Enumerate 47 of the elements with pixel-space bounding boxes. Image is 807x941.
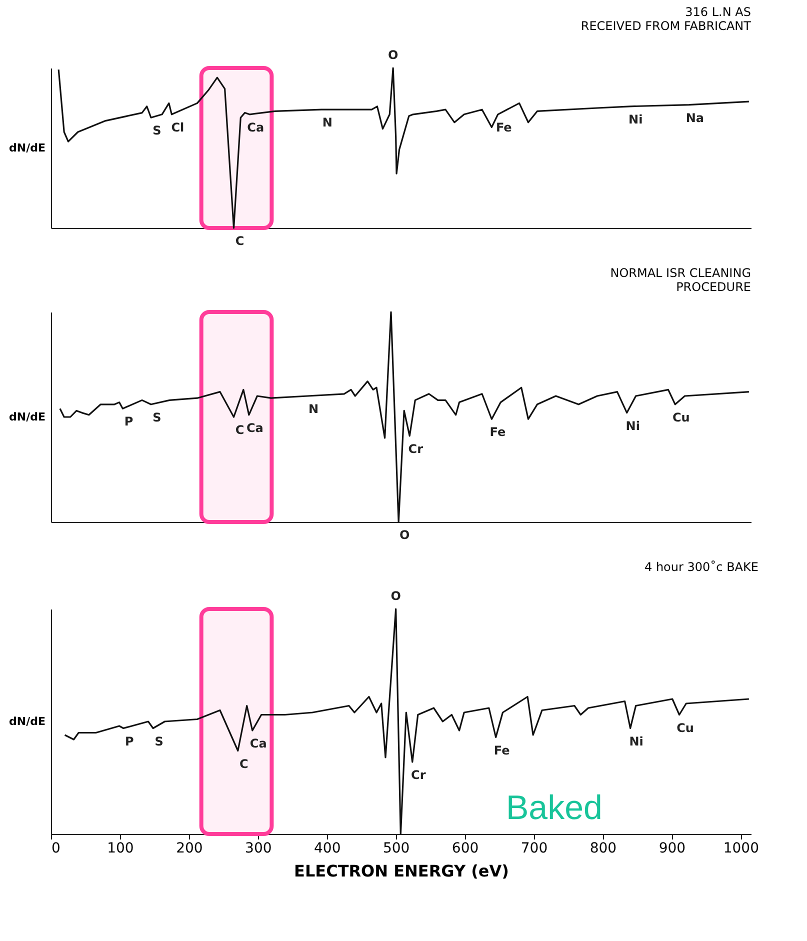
annotation: Ca <box>250 736 267 750</box>
annotation: Fe <box>496 120 512 134</box>
annotation: O <box>388 48 398 62</box>
annotation: Ca <box>247 120 264 134</box>
x-tick-label: 200 <box>176 840 203 856</box>
y-axis-title: dN/dE <box>9 715 46 728</box>
x-tick-label: 900 <box>658 840 686 856</box>
x-tick-label: 0 <box>52 840 60 856</box>
chart-title: NORMAL ISR CLEANING PROCEDURE <box>610 266 751 294</box>
annotation: Cl <box>171 120 184 134</box>
x-tick-label: 800 <box>590 840 617 856</box>
annotation: S <box>154 734 164 748</box>
annotation: Ni <box>628 112 643 126</box>
annotation: Fe <box>490 425 506 440</box>
annotation: Ca <box>246 420 264 435</box>
annotation: Fe <box>494 743 510 758</box>
annotation: Baked <box>506 789 602 827</box>
y-axis-title: dN/dE <box>9 410 46 424</box>
annotation: Cr <box>411 768 426 782</box>
x-axis-title: ELECTRON ENERGY (eV) <box>294 862 509 880</box>
annotation: Cr <box>408 442 424 456</box>
annotation: O <box>390 589 401 603</box>
annotation: Cu <box>676 720 694 735</box>
x-tick-label: 700 <box>520 840 548 856</box>
x-tick-label: 100 <box>107 840 134 856</box>
x-tick-label: 300 <box>245 840 272 856</box>
x-tick-label: 400 <box>314 840 341 856</box>
annotation: S <box>152 410 162 424</box>
x-tick-label: 600 <box>452 840 479 856</box>
annotation: O <box>399 528 410 542</box>
x-tick-label: 1000 <box>723 840 759 856</box>
chart-title: 316 L.N AS RECEIVED FROM FABRICANT <box>580 5 752 33</box>
annotation: P <box>125 734 134 748</box>
annotation: C <box>235 234 244 248</box>
annotation: N <box>308 402 319 416</box>
annotation: N <box>322 116 332 130</box>
annotation: P <box>124 414 134 429</box>
x-tick-label: 500 <box>382 840 410 856</box>
annotation: Ni <box>626 418 640 433</box>
annotation: S <box>152 124 162 138</box>
annotation: Ni <box>629 734 644 748</box>
annotation: C <box>235 423 244 437</box>
annotation: Na <box>686 110 704 125</box>
annotation: C <box>239 756 248 771</box>
annotation: Cu <box>672 410 690 424</box>
y-axis-title: dN/dE <box>9 142 46 154</box>
chart-title: 4 hour 300˚c BAKE <box>644 560 758 574</box>
